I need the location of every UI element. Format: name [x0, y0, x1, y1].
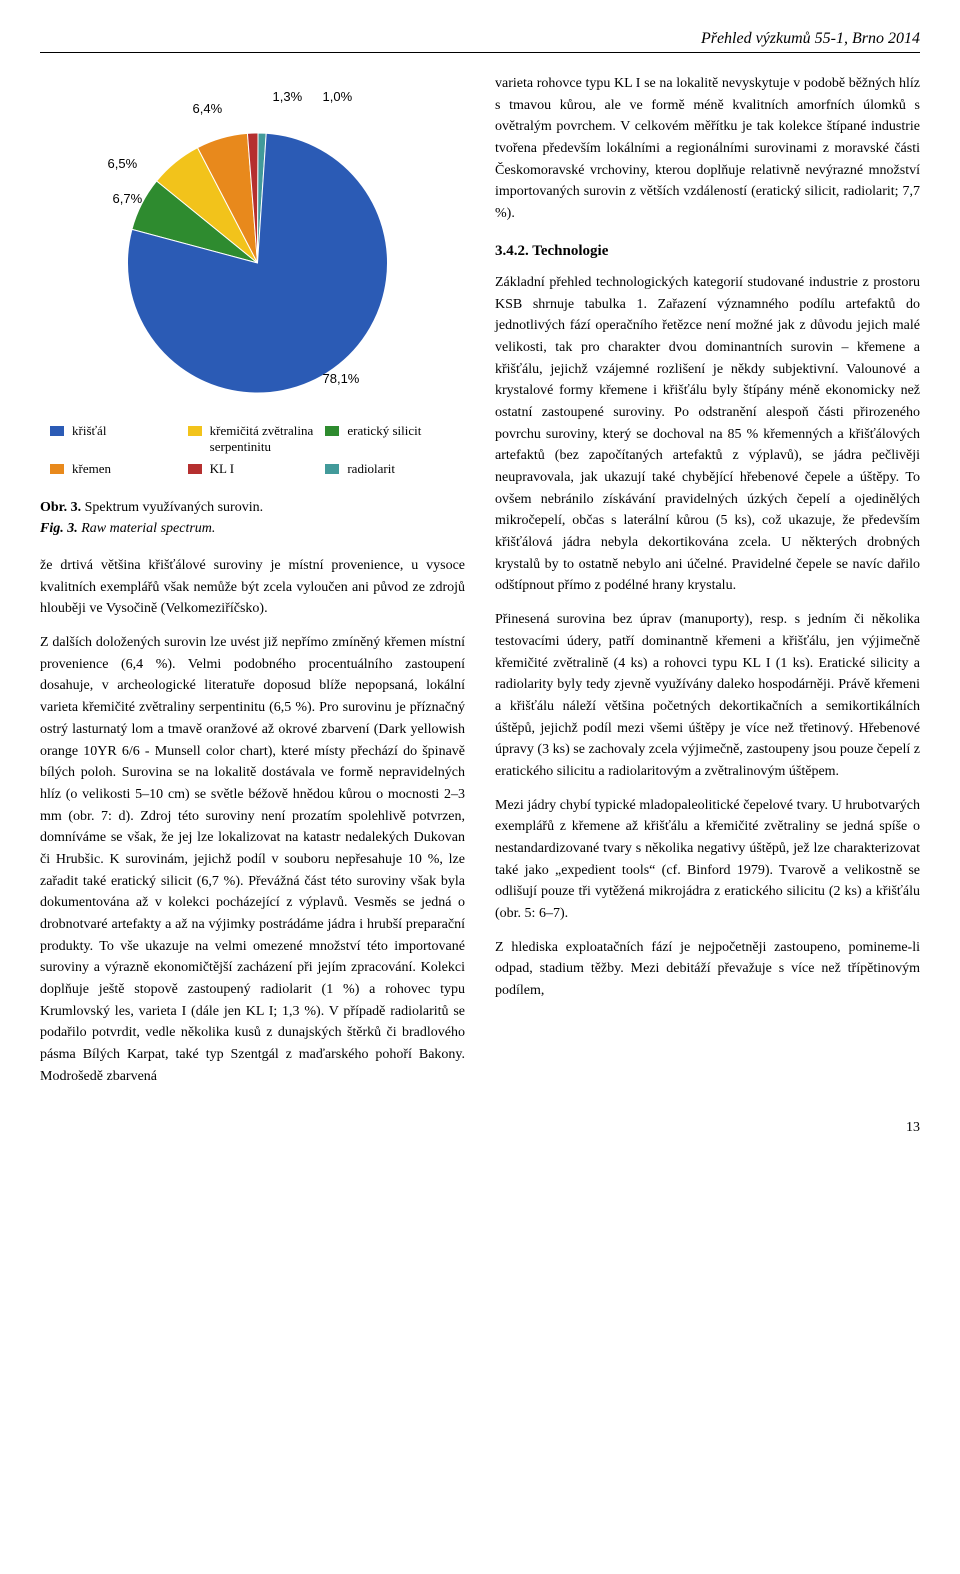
right-column: varieta rohovce typu KL I se na lokalitě… [495, 73, 920, 1100]
pie-label-kl1: 1,3% [273, 89, 303, 104]
page-header: Přehled výzkumů 55-1, Brno 2014 [40, 30, 920, 53]
left-p2: Z dalších doložených surovin lze uvést j… [40, 632, 465, 1087]
legend-label-kristal: křišťál [72, 423, 180, 439]
figure-caption: Obr. 3. Spektrum využívaných surovin. Fi… [40, 497, 465, 539]
page-number: 13 [40, 1120, 920, 1136]
legend-swatch-kristal [50, 426, 64, 436]
left-column: 6,7% 6,5% 6,4% 1,3% 1,0% 78,1% křišťál křemiči… [40, 73, 465, 1100]
caption-en-text: Raw material spectrum. [81, 521, 215, 536]
piechart-svg: 6,7% 6,5% 6,4% 1,3% 1,0% 78,1% [40, 73, 465, 413]
legend-label-silicit: eratický silicit [347, 423, 455, 439]
caption-cz-label: Obr. 3. [40, 500, 85, 515]
pie-label-radiolarit: 1,0% [323, 89, 353, 104]
right-bottom-p3: Mezi jádry chybí typické mladopaleolitic… [495, 795, 920, 925]
right-bottom-p4: Z hlediska exploatačních fází je nejpoče… [495, 937, 920, 1002]
legend-label-kremen: křemen [72, 461, 180, 477]
legend-swatch-radiolarit [325, 464, 339, 474]
subheading-technologie: 3.4.2. Technologie [495, 243, 920, 260]
right-bottom-p2: Přinesená surovina bez úprav (manuporty)… [495, 609, 920, 783]
right-body-top: varieta rohovce typu KL I se na lokalitě… [495, 73, 920, 225]
legend-swatch-kremen [50, 464, 64, 474]
legend-label-kremicita: křemičitá zvětralina serpentinitu [210, 423, 318, 455]
right-bottom-p1: Základní přehled technologických kategor… [495, 272, 920, 597]
left-body-text: že drtivá většina křišťálové suroviny je… [40, 555, 465, 1088]
two-column-layout: 6,7% 6,5% 6,4% 1,3% 1,0% 78,1% křišťál křemiči… [40, 73, 920, 1100]
left-p1: že drtivá většina křišťálové suroviny je… [40, 555, 465, 620]
legend-label-kl1: KL I [210, 461, 318, 477]
pie-label-kremen: 6,4% [193, 101, 223, 116]
piechart-legend: křišťál křemičitá zvětralina serpentinitu… [40, 423, 465, 477]
caption-en-label: Fig. 3. [40, 521, 81, 536]
piechart-spectrum: 6,7% 6,5% 6,4% 1,3% 1,0% 78,1% [40, 73, 465, 413]
legend-swatch-kremicita [188, 426, 202, 436]
legend-label-radiolarit: radiolarit [347, 461, 455, 477]
right-top-p1: varieta rohovce typu KL I se na lokalitě… [495, 73, 920, 225]
caption-cz-text: Spektrum využívaných surovin. [85, 500, 263, 515]
right-body-bottom: Základní přehled technologických kategor… [495, 272, 920, 1002]
pie-label-kremicita: 6,5% [108, 156, 138, 171]
legend-swatch-kl1 [188, 464, 202, 474]
pie-label-kristal: 78,1% [323, 371, 360, 386]
pie-label-silicit: 6,7% [113, 191, 143, 206]
legend-swatch-silicit [325, 426, 339, 436]
